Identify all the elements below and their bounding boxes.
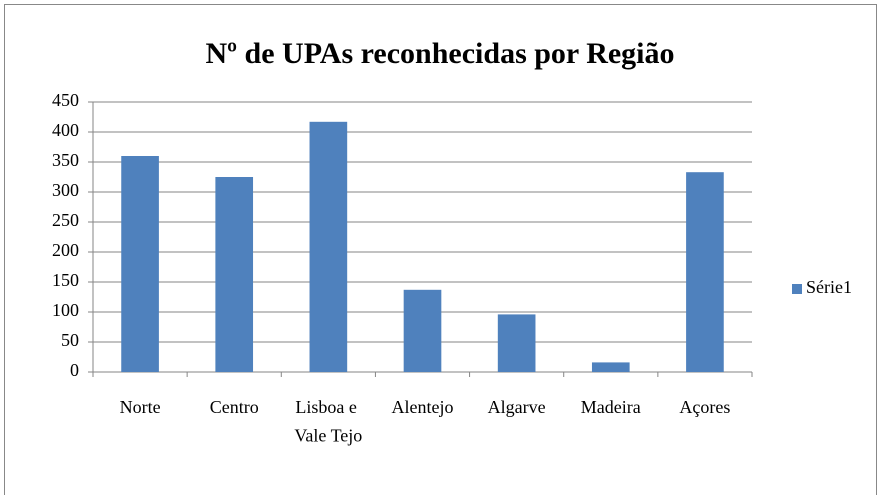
x-tick-label: Norte bbox=[120, 397, 161, 417]
x-tick-label: Açores bbox=[679, 397, 730, 417]
y-tick-label: 450 bbox=[52, 90, 79, 110]
bar bbox=[215, 177, 254, 372]
bar bbox=[591, 362, 630, 372]
chart-title: Nº de UPAs reconhecidas por Região bbox=[205, 37, 674, 70]
y-tick-label: 400 bbox=[52, 120, 79, 140]
legend-label: Série1 bbox=[806, 277, 852, 297]
x-tick-label: Centro bbox=[210, 397, 259, 417]
bar bbox=[497, 314, 536, 372]
y-tick-label: 150 bbox=[52, 270, 79, 290]
y-tick-label: 0 bbox=[70, 360, 79, 380]
x-tick-label: Alentejo bbox=[392, 397, 454, 417]
bar bbox=[403, 289, 442, 372]
y-tick-label: 100 bbox=[52, 300, 79, 320]
y-tick-label: 200 bbox=[52, 240, 79, 260]
bar bbox=[309, 121, 348, 372]
legend-swatch bbox=[792, 284, 802, 294]
bar bbox=[121, 156, 159, 372]
x-tick-label: Algarve bbox=[488, 397, 546, 417]
y-tick-label: 300 bbox=[52, 180, 79, 200]
bar bbox=[686, 172, 724, 372]
x-tick-label: Lisboa e Vale Tejo bbox=[294, 397, 362, 446]
y-tick-label: 250 bbox=[52, 210, 79, 230]
y-tick-label: 50 bbox=[61, 330, 79, 350]
y-tick-label: 350 bbox=[52, 150, 79, 170]
x-tick-label: Madeira bbox=[581, 397, 641, 417]
